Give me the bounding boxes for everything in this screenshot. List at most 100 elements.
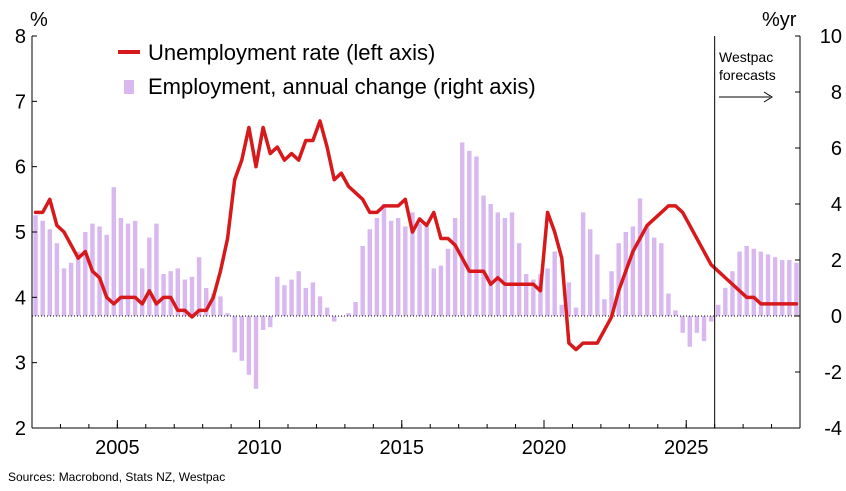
employment-bar	[332, 316, 337, 322]
employment-bar	[33, 215, 38, 316]
employment-bar	[716, 304, 721, 316]
employment-bar	[54, 243, 60, 316]
employment-bar	[616, 243, 621, 316]
employment-bar	[531, 279, 536, 316]
employment-bar	[97, 226, 102, 316]
right-tick-label: 4	[831, 194, 842, 216]
employment-bar	[132, 220, 138, 316]
employment-bar	[673, 310, 678, 316]
employment-bar	[502, 218, 508, 316]
employment-bar	[289, 279, 294, 316]
source-note: Sources: Macrobond, Stats NZ, Westpac	[8, 470, 225, 484]
left-tick-label: 7	[15, 91, 26, 113]
employment-bar	[367, 229, 372, 316]
employment-bar	[630, 226, 636, 316]
employment-bar	[154, 223, 159, 316]
employment-bar	[644, 226, 650, 316]
employment-bar	[381, 204, 387, 316]
employment-bar	[694, 316, 700, 333]
right-tick-label: 0	[831, 306, 842, 328]
employment-bar	[474, 156, 479, 316]
employment-bar	[403, 226, 408, 316]
employment-bar	[268, 316, 273, 328]
employment-bar	[452, 218, 458, 316]
employment-bar	[780, 260, 785, 316]
employment-bar	[417, 223, 422, 316]
arrow-right-icon	[763, 91, 773, 103]
left-axis-unit: %	[30, 9, 48, 31]
left-tick-label: 6	[15, 157, 26, 179]
employment-bar	[353, 302, 358, 316]
employment-bar	[282, 285, 287, 316]
employment-bar	[794, 262, 799, 316]
annotation-line-2: forecasts	[719, 67, 776, 83]
right-tick-label: 6	[831, 138, 842, 160]
employment-bar	[111, 187, 116, 316]
employment-bar	[580, 212, 586, 316]
employment-bar	[438, 265, 444, 316]
annotation-line-1: Westpac	[719, 49, 773, 65]
employment-bar	[723, 288, 728, 316]
employment-bar	[76, 251, 81, 316]
employment-bar	[317, 296, 323, 316]
employment-bar	[652, 237, 657, 316]
employment-bar	[637, 198, 643, 316]
employment-bar	[744, 246, 749, 316]
legend-label-unemployment: Unemployment rate (left axis)	[148, 40, 435, 65]
unemployment-line-layer	[33, 119, 799, 352]
employment-bars	[33, 142, 799, 389]
forecast-annotation: Westpac forecasts	[719, 49, 776, 103]
employment-bar	[573, 307, 579, 316]
right-axis-unit: %yr	[762, 9, 797, 31]
employment-bar	[225, 313, 230, 316]
employment-bar	[751, 248, 756, 316]
employment-bar	[47, 229, 52, 316]
employment-bar	[147, 237, 152, 316]
legend-bar-swatch	[124, 80, 134, 94]
employment-bar	[467, 150, 472, 316]
employment-bar	[61, 268, 67, 316]
employment-bar	[588, 229, 593, 316]
employment-bar	[737, 251, 742, 316]
employment-bar	[161, 274, 166, 316]
employment-bar	[524, 274, 529, 316]
employment-bar	[708, 316, 714, 322]
employment-bar	[374, 218, 380, 316]
right-tick-label: -2	[824, 362, 842, 384]
employment-bar	[538, 274, 543, 316]
employment-bar	[659, 243, 664, 316]
employment-bar	[602, 299, 607, 316]
employment-bar	[609, 271, 614, 316]
employment-bar	[182, 279, 188, 316]
employment-bar	[360, 246, 365, 316]
right-tick-label: 2	[831, 250, 842, 272]
employment-bar	[168, 271, 173, 316]
employment-bar	[40, 220, 45, 316]
left-tick-label: 3	[15, 353, 26, 375]
employment-bar	[346, 313, 351, 316]
right-tick-label: -4	[824, 418, 842, 440]
employment-bar	[595, 254, 600, 316]
employment-bar	[324, 307, 330, 316]
employment-bar	[196, 257, 202, 316]
right-tick-label: 10	[820, 26, 842, 48]
employment-bar	[787, 260, 792, 316]
employment-bar	[260, 316, 266, 330]
legend-label-employment: Employment, annual change (right axis)	[148, 74, 536, 99]
employment-bar	[140, 268, 145, 316]
employment-bar	[83, 232, 88, 316]
employment-bar	[296, 271, 301, 316]
employment-bar	[388, 220, 394, 316]
employment-bar	[175, 268, 180, 316]
x-tick-label: 2020	[522, 437, 567, 459]
employment-bar	[104, 234, 109, 316]
employment-bar	[666, 293, 671, 316]
employment-bar	[559, 304, 564, 316]
legend: Unemployment rate (left axis) Employment…	[118, 40, 536, 99]
employment-bar	[509, 212, 515, 316]
employment-bar	[566, 282, 572, 316]
x-tick-label: 2010	[237, 437, 282, 459]
employment-bar	[687, 316, 692, 347]
employment-bar	[481, 195, 486, 316]
